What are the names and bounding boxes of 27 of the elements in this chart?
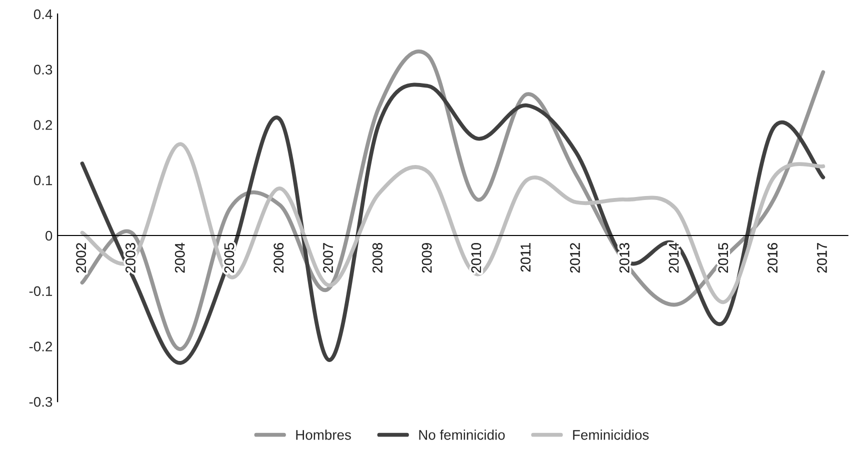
x-tick-label: 2013 (619, 243, 630, 273)
x-tick-label: 2009 (422, 243, 432, 273)
y-tick-label: -0.1 (29, 286, 52, 296)
legend-label: Hombres (296, 430, 351, 440)
x-tick-label: 2016 (768, 243, 778, 273)
x-tick-label: 2007 (323, 243, 333, 273)
y-tick-label: 0.4 (34, 9, 52, 20)
x-tick-label: 2004 (174, 242, 185, 273)
legend-label: No feminicidio (419, 430, 505, 440)
x-tick-label: 2014 (668, 242, 679, 273)
x-tick-label: 2011 (520, 243, 531, 272)
x-tick-label: 2010 (471, 242, 482, 273)
x-tick-label: 2002 (76, 243, 86, 273)
y-tick-label: 0.2 (34, 120, 52, 130)
x-tick-label: 2006 (274, 243, 284, 273)
x-tick-label: 2005 (224, 243, 234, 273)
y-tick-label: -0.2 (29, 342, 52, 352)
y-tick-label: -0.3 (29, 396, 52, 407)
x-tick-label: 2003 (126, 243, 136, 273)
y-tick-label: 0 (46, 230, 52, 241)
y-tick-label: 0.1 (34, 175, 52, 186)
x-tick-label: 2017 (817, 243, 827, 273)
legend-label: Feminicidios (573, 430, 649, 440)
x-tick-label: 2015 (718, 243, 728, 273)
x-tick-label: 2008 (372, 243, 382, 273)
y-tick-label: 0.3 (34, 64, 52, 75)
x-tick-label: 2012 (570, 243, 580, 273)
